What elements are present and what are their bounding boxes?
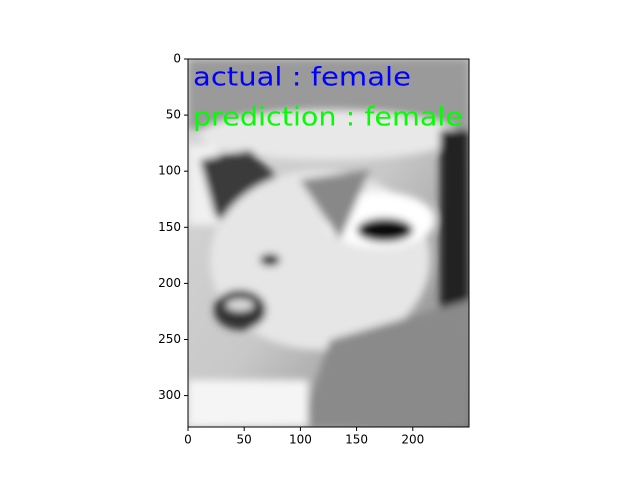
y-tick-label: 300 [158,388,181,402]
annotation-prediction: prediction : female [193,103,463,133]
x-tick-label: 100 [289,433,312,447]
axes-frame [187,58,470,428]
x-tick-label: 0 [184,433,192,447]
y-tick-label: 150 [158,220,181,234]
face-image [188,59,469,427]
x-tick-label: 50 [237,433,252,447]
y-tick-label: 250 [158,332,181,346]
y-tick-label: 100 [158,164,181,178]
x-tick-label: 150 [345,433,368,447]
y-tick-label: 50 [166,108,181,122]
y-tick-label: 200 [158,276,181,290]
y-tick-label: 0 [173,52,181,66]
annotation-actual: actual : female [193,63,411,93]
x-tick-label: 200 [401,433,424,447]
